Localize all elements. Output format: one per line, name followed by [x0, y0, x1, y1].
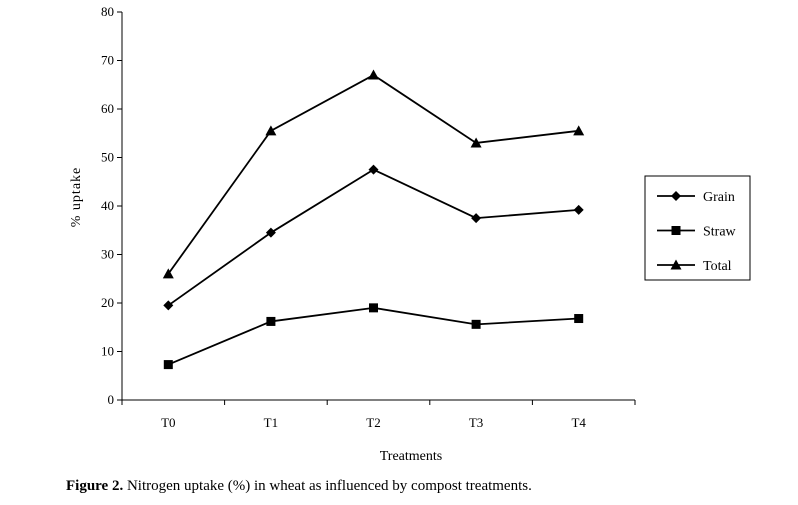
figure-caption-text: Nitrogen uptake (%) in wheat as influenc… [123, 478, 532, 494]
legend-marker-straw [671, 226, 681, 235]
data-point-grain [163, 300, 174, 311]
x-axis-title: Treatments [380, 449, 442, 464]
legend-box [644, 175, 751, 281]
data-point-straw [266, 316, 276, 326]
y-tick-label: 60 [101, 101, 114, 116]
series-straw [163, 303, 584, 370]
data-point-straw [574, 314, 584, 324]
legend-label-total: Total [703, 259, 732, 274]
x-tick-label: T0 [161, 415, 175, 430]
data-point-grain [573, 204, 584, 215]
y-tick-label: 40 [101, 198, 114, 213]
figure-caption-label: Figure 2. [66, 478, 124, 494]
x-tick-label: T1 [264, 415, 278, 430]
data-point-straw [369, 303, 378, 313]
series-total [162, 69, 585, 279]
data-point-total [470, 137, 482, 148]
legend: Grain Straw Total [644, 175, 751, 281]
x-tick-label: T3 [469, 415, 483, 430]
legend-label-straw: Straw [703, 225, 737, 240]
series-grain [163, 164, 584, 311]
y-tick-label: 0 [108, 392, 115, 407]
y-tick-label: 10 [101, 344, 114, 359]
legend-item-total: Total [657, 259, 732, 274]
data-point-total [265, 125, 277, 136]
legend-item-straw: Straw [657, 225, 737, 240]
y-tick-label: 80 [101, 4, 114, 19]
data-point-grain [265, 227, 276, 238]
x-tick-label: T4 [571, 415, 586, 430]
legend-item-grain: Grain [657, 190, 735, 205]
x-ticks: T0 T1 T2 T3 T4 [121, 400, 636, 430]
series-line-grain [167, 168, 579, 307]
legend-label-grain: Grain [703, 190, 735, 205]
data-point-grain [471, 213, 482, 224]
y-tick-label: 50 [101, 150, 114, 165]
axes [121, 12, 635, 401]
figure-caption: Figure 2. Nitrogen uptake (%) in wheat a… [66, 478, 532, 495]
x-tick-label: T2 [366, 415, 380, 430]
data-point-total [162, 268, 174, 279]
data-point-straw [163, 360, 173, 370]
data-point-total [573, 125, 585, 136]
series-group [162, 69, 585, 370]
data-point-straw [471, 319, 481, 329]
y-axis-title: % uptake [69, 167, 84, 227]
data-point-grain [368, 164, 379, 175]
y-tick-label: 70 [101, 53, 114, 68]
legend-marker-grain [671, 191, 681, 201]
y-tick-label: 20 [101, 295, 114, 310]
y-ticks: 0 10 20 30 40 50 60 70 80 [101, 4, 122, 407]
data-point-total [368, 69, 379, 80]
series-line-straw [167, 306, 579, 366]
y-tick-label: 30 [101, 247, 114, 262]
legend-marker-total [670, 259, 682, 270]
